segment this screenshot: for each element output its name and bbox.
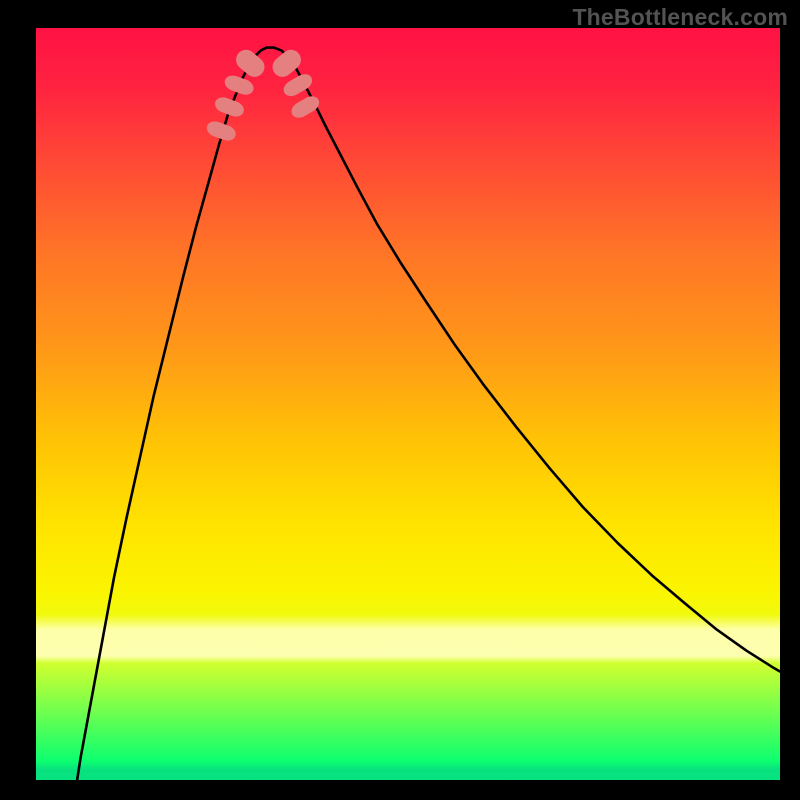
gradient-background <box>36 28 780 780</box>
plot-area <box>36 28 780 780</box>
chart-svg <box>36 28 780 780</box>
watermark-text: TheBottleneck.com <box>572 4 788 31</box>
chart-frame: TheBottleneck.com <box>0 0 800 800</box>
